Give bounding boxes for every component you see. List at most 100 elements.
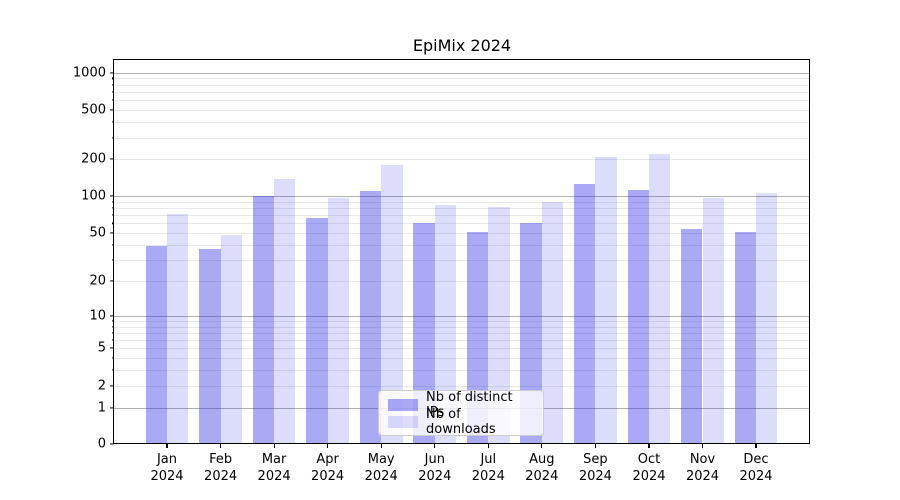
chart-title: EpiMix 2024 (412, 36, 512, 55)
y-tick-mark-minor (112, 339, 114, 341)
bar-downloads-oct (649, 154, 671, 444)
legend-swatch-downloads (388, 415, 418, 428)
y-tick-mark-minor (112, 259, 114, 261)
y-tick-label-50: 50 (89, 225, 106, 241)
y-tick-mark-minor (112, 325, 114, 328)
y-tick-mark (110, 315, 114, 317)
x-tick-label-may: May 2024 (364, 452, 398, 484)
gridline-major (114, 72, 810, 74)
y-tick-label-200: 200 (81, 151, 106, 167)
x-tick-mark (541, 444, 543, 448)
y-tick-mark-minor (112, 244, 114, 246)
gridline-minor (114, 385, 810, 387)
bar-distinct-ips-sep (574, 184, 596, 444)
y-tick-label-100: 100 (81, 188, 106, 204)
y-tick-mark-minor (112, 214, 114, 216)
y-tick-label-1000: 1000 (72, 65, 106, 81)
y-tick-label-500: 500 (81, 102, 106, 118)
bar-distinct-ips-mar (252, 196, 275, 444)
x-tick-mark (487, 444, 489, 448)
bar-distinct-ips-apr (306, 218, 328, 444)
bar-downloads-apr (327, 198, 349, 444)
y-tick-label-20: 20 (89, 273, 106, 289)
bar-distinct-ips-jan (145, 246, 167, 444)
gridline-minor (114, 78, 810, 80)
gridline-major (114, 315, 810, 317)
x-tick-mark (755, 444, 757, 448)
y-tick-label-2: 2 (97, 378, 106, 394)
y-tick-mark (110, 280, 114, 282)
gridline-minor (114, 320, 810, 322)
gridline-minor (114, 137, 810, 139)
y-tick-mark-minor (112, 84, 114, 86)
y-tick-label-1: 1 (97, 400, 106, 415)
x-tick-label-sep: Sep 2024 (578, 452, 612, 484)
gridline-minor (114, 358, 810, 360)
y-tick-label-0: 0 (97, 436, 106, 452)
y-tick-mark-minor (112, 77, 114, 79)
bar-downloads-mar (274, 179, 296, 444)
bar-distinct-ips-aug (520, 223, 542, 444)
y-tick-mark-minor (112, 320, 114, 322)
y-tick-mark (110, 443, 114, 445)
gridline-minor (114, 84, 810, 86)
bar-downloads-jan (167, 213, 189, 444)
bar-distinct-ips-oct (627, 189, 649, 444)
gridline-minor (114, 201, 810, 203)
x-tick-mark (434, 444, 436, 448)
gridline-minor (114, 233, 810, 235)
bar-distinct-ips-dec (734, 232, 756, 444)
x-tick-mark (220, 444, 222, 448)
y-tick-mark (110, 385, 114, 387)
gridline-major (114, 196, 810, 198)
plot-area (114, 60, 810, 444)
bar-downloads-jun (434, 204, 457, 444)
x-tick-mark (594, 444, 596, 448)
y-tick-label-10: 10 (89, 308, 106, 324)
legend-swatch-distinct-ips (388, 398, 418, 411)
x-tick-mark (273, 444, 275, 448)
bar-downloads-may (381, 165, 403, 444)
x-tick-mark (380, 444, 382, 448)
x-tick-label-dec: Dec 2024 (739, 452, 773, 484)
y-tick-mark (110, 158, 114, 160)
gridline-minor (114, 215, 810, 217)
gridline-minor (114, 159, 810, 161)
gridline-minor (114, 208, 810, 210)
bar-downloads-nov (702, 198, 724, 444)
bar-distinct-ips-feb (199, 248, 221, 444)
x-tick-label-aug: Aug 2024 (525, 452, 559, 484)
y-tick-mark-minor (112, 332, 114, 334)
y-tick-mark (110, 109, 114, 111)
y-tick-mark (110, 406, 114, 409)
y-tick-mark-minor (112, 99, 114, 101)
gridline-minor (114, 91, 810, 93)
gridline-minor (114, 370, 810, 372)
x-tick-label-jan: Jan 2024 (150, 452, 184, 484)
y-tick-mark-minor (112, 91, 114, 93)
x-tick-label-jun: Jun 2024 (418, 452, 452, 484)
gridline-minor (114, 348, 810, 350)
gridline-minor (114, 280, 810, 282)
gridline-minor (114, 110, 810, 111)
x-tick-label-jul: Jul 2024 (471, 452, 505, 484)
x-tick-label-mar: Mar 2024 (257, 452, 291, 484)
gridline-minor (114, 100, 810, 102)
gridline-minor (114, 122, 810, 123)
bar-distinct-ips-jun (413, 223, 435, 444)
x-tick-mark (327, 444, 329, 448)
y-tick-mark (110, 347, 114, 349)
gridline-minor (114, 244, 810, 246)
y-tick-mark-minor (112, 201, 114, 203)
bar-downloads-aug (541, 201, 564, 444)
bar-distinct-ips-may (359, 191, 382, 444)
legend-item-downloads: Nb of downloads (388, 407, 534, 437)
gridline-minor (114, 340, 810, 341)
gridline-minor (114, 332, 810, 334)
legend-label-downloads: Nb of downloads (426, 406, 496, 437)
x-tick-label-apr: Apr 2024 (311, 452, 345, 484)
legend-label-distinct-ips: Nb of distinct IPs (426, 389, 513, 420)
legend: Nb of distinct IPs Nb of downloads (378, 389, 544, 437)
bar-downloads-dec (756, 193, 778, 444)
